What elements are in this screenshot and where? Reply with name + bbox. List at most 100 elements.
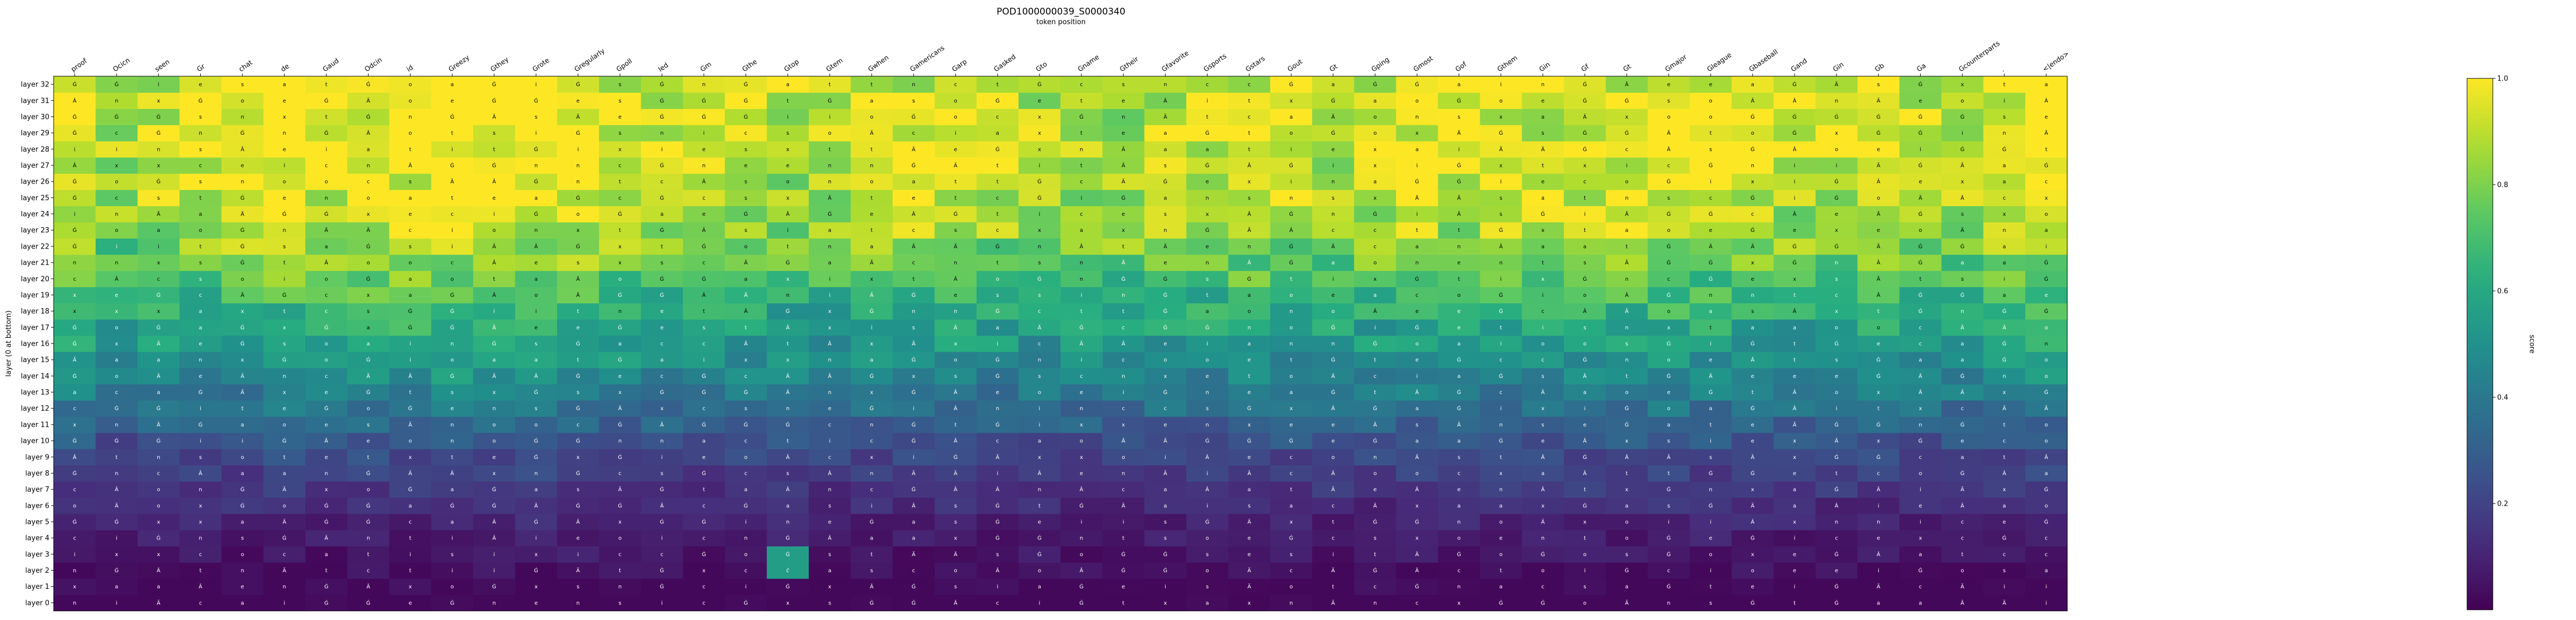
cell-label: t <box>787 98 789 104</box>
cell-label: o <box>115 179 118 185</box>
heatmap-cell <box>263 449 306 465</box>
cell-label: Ġ <box>1919 210 1923 217</box>
cell-label: a <box>1248 487 1251 493</box>
heatmap-cell <box>1060 546 1103 563</box>
heatmap-cell <box>557 513 599 530</box>
heatmap-cell <box>766 352 809 368</box>
heatmap-cell <box>263 368 306 385</box>
y-axis-title: layer (0 at bottom) <box>5 310 13 377</box>
heatmap-cell <box>431 433 474 449</box>
y-tick-label: layer 15 <box>21 356 49 364</box>
heatmap-cell <box>934 481 977 498</box>
cell-label: i <box>1836 163 1838 169</box>
heatmap-cell <box>1564 530 1606 546</box>
cell-label: Ä <box>1247 227 1251 234</box>
heatmap-cell <box>305 546 348 563</box>
cell-label: e <box>325 390 328 396</box>
cell-label: Ġ <box>114 567 119 574</box>
cell-label: c <box>912 130 916 136</box>
heatmap-cell <box>515 513 558 530</box>
y-tick-label: layer 28 <box>21 145 49 154</box>
cell-label: Ġ <box>1667 535 1671 542</box>
cell-label: Ġ <box>1876 454 1880 461</box>
cell-label: Ä <box>534 243 538 250</box>
cell-label: Ä <box>1331 567 1335 574</box>
cell-label: i <box>536 82 537 88</box>
cell-label: e <box>1248 455 1251 461</box>
cell-label: c <box>1877 471 1880 477</box>
cell-label: e <box>1415 358 1418 363</box>
heatmap-cell <box>1857 384 1900 401</box>
cell-label: n <box>954 260 957 266</box>
cell-label: e <box>1038 520 1041 526</box>
cell-label: e <box>1919 98 1922 104</box>
cell-label: Ġ <box>744 389 748 396</box>
cell-label: Ġ <box>1373 81 1377 88</box>
heatmap-cell <box>1018 497 1061 514</box>
cell-label: a <box>535 276 538 282</box>
cell-label: s <box>870 568 873 574</box>
heatmap-cell <box>1270 465 1313 482</box>
cell-label: Â <box>1751 356 1754 363</box>
heatmap-cell <box>1689 513 1732 530</box>
heatmap-cell <box>473 481 516 498</box>
heatmap-cell <box>1521 578 1564 595</box>
cell-label: x <box>2003 390 2006 396</box>
cell-label: c <box>325 163 328 169</box>
cell-label: Â <box>1415 567 1419 574</box>
cell-label: n <box>73 568 76 574</box>
cell-label: o <box>2045 211 2048 217</box>
cell-label: a <box>451 82 454 88</box>
cell-label: t <box>1626 374 1628 380</box>
cell-label: e <box>660 309 663 315</box>
cell-label: i <box>1668 520 1670 526</box>
x-tick-label: Greezy <box>447 53 471 74</box>
heatmap-cell <box>641 384 684 401</box>
heatmap-cell <box>809 497 851 514</box>
cell-label: s <box>1583 584 1586 590</box>
cell-label: n <box>1415 260 1418 266</box>
heatmap-cell <box>1899 594 1942 611</box>
heatmap-cell <box>1731 578 1774 595</box>
cell-label: e <box>576 98 580 104</box>
heatmap-cell <box>1312 352 1355 368</box>
heatmap-cell <box>347 513 390 530</box>
heatmap-cell <box>221 400 264 417</box>
heatmap-cell <box>1606 562 1648 579</box>
heatmap-cell <box>515 384 558 401</box>
heatmap-cell <box>1144 481 1187 498</box>
heatmap-cell <box>724 546 767 563</box>
cell-label: o <box>115 374 118 380</box>
cell-label: o <box>283 503 286 509</box>
cell-label: e <box>241 163 244 169</box>
cell-label: o <box>1625 536 1628 542</box>
heatmap-cell <box>1228 400 1271 417</box>
heatmap-cell <box>431 513 474 530</box>
heatmap-cell <box>1689 497 1732 514</box>
heatmap-cell <box>54 416 96 433</box>
cell-label: i <box>997 471 998 477</box>
heatmap-cell <box>1438 497 1481 514</box>
cell-label: i <box>1500 276 1502 282</box>
heatmap-cell <box>1648 416 1690 433</box>
cell-label: x <box>1625 487 1628 493</box>
cell-label: s <box>661 471 663 477</box>
heatmap-cell <box>137 384 180 401</box>
heatmap-cell <box>892 384 935 401</box>
cell-label: a <box>1038 439 1041 444</box>
cell-label: a <box>451 487 454 493</box>
y-tick-label: layer 21 <box>21 259 49 267</box>
cell-label: x <box>1415 130 1418 136</box>
heatmap-cell <box>1228 481 1271 498</box>
heatmap-cell <box>1060 513 1103 530</box>
colorbar-tick-label: 0.4 <box>2497 394 2508 402</box>
cell-label: n <box>828 163 831 169</box>
cell-label: Â <box>1373 308 1377 315</box>
cell-label: Â <box>492 259 496 266</box>
cell-label: Â <box>1877 178 1880 185</box>
heatmap-cell <box>724 368 767 385</box>
cell-label: n <box>1080 406 1083 412</box>
cell-label: a <box>115 584 118 590</box>
heatmap-cell <box>1899 416 1942 433</box>
cell-label: Ä <box>1583 470 1587 477</box>
